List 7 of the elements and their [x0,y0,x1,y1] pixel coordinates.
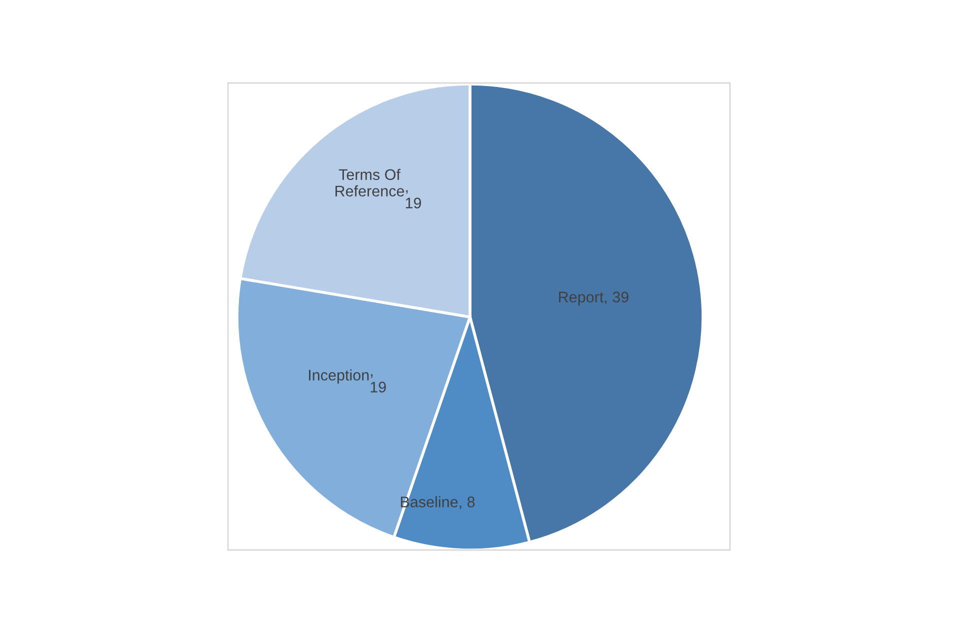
slice-label: Terms Of Reference [336,168,404,196]
slice-label: Inception [309,369,369,384]
data-label: , 8 [460,496,475,510]
slice-label: Report [559,292,604,306]
data-label: , 19 [370,374,386,392]
data-label: , 39 [605,292,628,304]
data-label: , 19 [406,190,421,208]
